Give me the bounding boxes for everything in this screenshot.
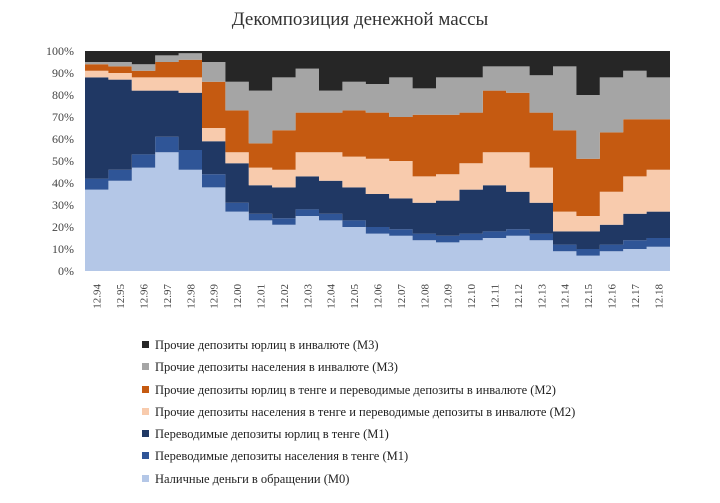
y-tick-label: 50% xyxy=(52,154,74,168)
legend-item: Прочие депозиты населения в тенге и пере… xyxy=(142,401,575,423)
x-tick-label: 12.17 xyxy=(630,284,642,309)
y-tick-label: 10% xyxy=(52,242,74,256)
x-tick-label: 12.18 xyxy=(653,284,665,309)
legend-label: Прочие депозиты населения в тенге и пере… xyxy=(155,404,576,419)
legend-item: Прочие депозиты юрлиц в инвалюте (М3) xyxy=(142,334,575,356)
x-tick-label: 12.09 xyxy=(443,284,455,309)
y-tick-label: 100% xyxy=(46,44,74,58)
legend-label: Прочие депозиты юрлиц в инвалюте (М3) xyxy=(155,338,379,352)
x-tick-label: 12.94 xyxy=(92,284,104,309)
area-series-5 xyxy=(85,59,670,216)
legend-item: Переводимые депозиты населения в тенге (… xyxy=(142,445,575,467)
x-tick-label: 12.99 xyxy=(209,284,221,309)
x-tick-label: 12.16 xyxy=(607,284,619,309)
legend-item: Переводимые депозиты юрлиц в тенге (М1) xyxy=(142,423,575,445)
legend-swatch xyxy=(142,363,149,371)
legend-swatch xyxy=(142,341,149,348)
legend-label: Прочие депозиты населения в инвалюте (М3… xyxy=(155,360,398,375)
area-series-2 xyxy=(85,136,670,256)
x-tick-label: 12.11 xyxy=(490,284,502,308)
legend-label: Наличные деньги в обращении (М0) xyxy=(155,471,350,486)
y-tick-label: 80% xyxy=(52,88,74,102)
x-tick-label: 12.00 xyxy=(232,284,244,309)
x-tick-label: 12.98 xyxy=(185,284,197,309)
y-tick-label: 70% xyxy=(52,110,74,124)
legend-swatch xyxy=(142,452,149,460)
legend-label: Переводимые депозиты населения в тенге (… xyxy=(155,449,409,464)
area-series-1 xyxy=(85,152,670,271)
area-series-7 xyxy=(85,51,670,95)
x-axis: 12.94 12.95 12.96 12.97 12.98 12.99 12.00 12.01… xyxy=(92,284,666,309)
x-tick-label: 12.04 xyxy=(326,284,338,309)
legend-item: Наличные деньги в обращении (М0) xyxy=(142,468,575,490)
x-tick-label: 12.97 xyxy=(162,284,174,309)
area-series-3 xyxy=(85,77,670,250)
area-series-4 xyxy=(85,70,670,232)
legend-swatch xyxy=(142,474,149,482)
legend-label: Прочие депозиты юрлиц в тенге и переводи… xyxy=(155,382,556,397)
y-tick-label: 20% xyxy=(52,220,74,234)
legend-swatch xyxy=(142,385,149,393)
x-tick-label: 12.03 xyxy=(302,284,314,309)
legend-item: Прочие депозиты юрлиц в тенге и переводи… xyxy=(142,379,575,401)
x-tick-label: 12.02 xyxy=(279,284,291,309)
y-axis: 0% 10% 20% 30% 40% 50% 60% 70% 80% 90% 100% xyxy=(46,44,74,278)
legend-label: Переводимые депозиты юрлиц в тенге (М1) xyxy=(155,427,389,442)
x-tick-label: 12.01 xyxy=(256,284,268,309)
chart-title: Декомпозиция денежной массы xyxy=(231,9,489,30)
x-tick-label: 12.15 xyxy=(583,284,595,309)
legend-item: Прочие депозиты населения в инвалюте (М3… xyxy=(142,356,575,378)
legend-swatch xyxy=(142,430,149,438)
x-tick-label: 12.07 xyxy=(396,284,408,309)
x-tick-label: 12.95 xyxy=(115,284,127,309)
y-tick-label: 90% xyxy=(52,66,74,80)
x-tick-label: 12.06 xyxy=(373,284,385,309)
legend-swatch xyxy=(142,407,149,415)
x-tick-label: 12.14 xyxy=(560,284,572,309)
x-tick-label: 12.12 xyxy=(513,284,525,309)
y-tick-label: 60% xyxy=(52,132,74,146)
stacked-areas xyxy=(85,51,670,271)
x-tick-label: 12.13 xyxy=(536,284,548,309)
x-tick-label: 12.05 xyxy=(349,284,361,309)
area-series-6 xyxy=(85,53,670,159)
x-tick-label: 12.10 xyxy=(466,284,478,309)
chart-legend: Прочие депозиты юрлиц в инвалюте (М3) Про… xyxy=(142,334,575,490)
y-tick-label: 0% xyxy=(58,264,74,278)
x-tick-label: 12.96 xyxy=(139,284,151,309)
y-tick-label: 30% xyxy=(52,198,74,212)
y-tick-label: 40% xyxy=(52,176,74,190)
x-tick-label: 12.08 xyxy=(419,284,431,309)
